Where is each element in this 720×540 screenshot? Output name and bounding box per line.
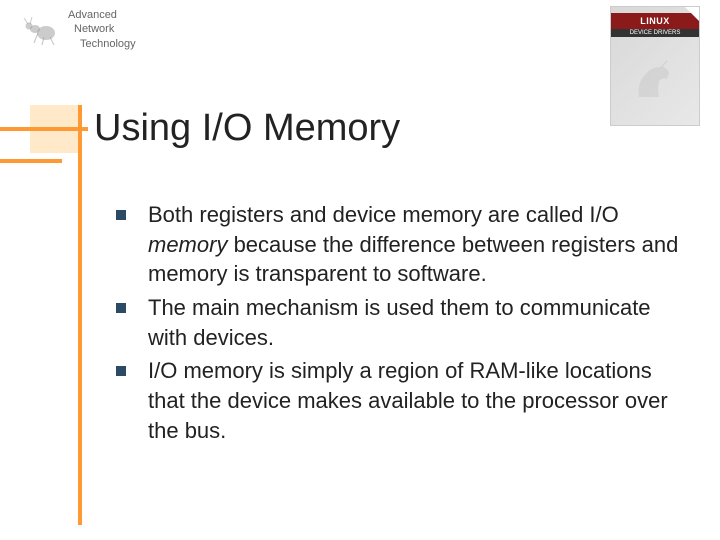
slide-title: Using I/O Memory	[94, 107, 400, 150]
content-area: Both registers and device memory are cal…	[110, 200, 680, 450]
ant-icon	[20, 11, 60, 47]
bullet-item: The main mechanism is used them to commu…	[110, 293, 680, 352]
accent-bar-top	[0, 127, 88, 131]
book-illustration	[611, 37, 699, 125]
bullet-marker	[116, 303, 126, 313]
bullet-item: I/O memory is simply a region of RAM-lik…	[110, 356, 680, 445]
accent-vertical-line	[78, 105, 82, 525]
header-logo: Advanced Network Technology	[20, 8, 136, 51]
accent-bar-bottom	[0, 159, 62, 163]
book-cover: LINUX DEVICE DRIVERS	[610, 6, 700, 126]
book-corner-fold	[685, 7, 699, 21]
logo-line3: Technology	[68, 37, 136, 51]
logo-text: Advanced Network Technology	[68, 8, 136, 51]
logo-line2: Network	[68, 22, 136, 36]
bullet-item: Both registers and device memory are cal…	[110, 200, 680, 289]
bullet-text: I/O memory is simply a region of RAM-lik…	[148, 356, 680, 445]
bullet-marker	[116, 210, 126, 220]
bullet-text: The main mechanism is used them to commu…	[148, 293, 680, 352]
bullet-marker	[116, 366, 126, 376]
book-subtitle: DEVICE DRIVERS	[611, 29, 699, 37]
logo-line1: Advanced	[68, 8, 136, 22]
bullet-text: Both registers and device memory are cal…	[148, 200, 680, 289]
